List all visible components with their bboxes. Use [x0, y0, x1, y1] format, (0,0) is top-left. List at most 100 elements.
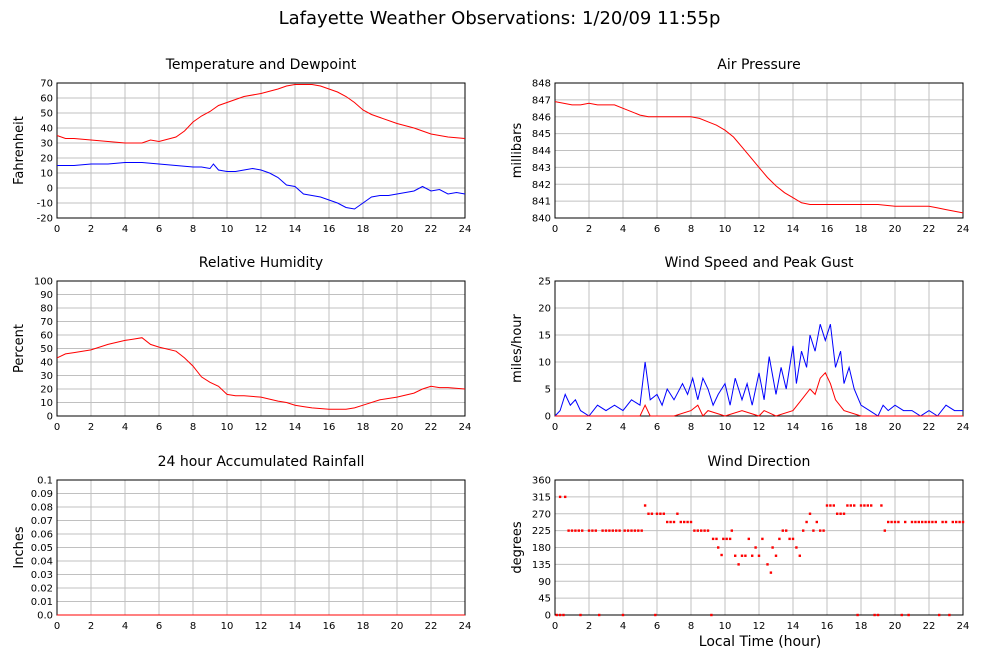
- data-point: [873, 613, 876, 617]
- y-tick-label: 50: [40, 109, 53, 120]
- chart-title: Air Pressure: [717, 57, 800, 73]
- data-point: [853, 504, 856, 507]
- data-point: [579, 613, 582, 617]
- data-point: [856, 613, 859, 617]
- y-tick-label: 70: [40, 79, 53, 90]
- y-tick-label: 0: [545, 611, 551, 622]
- plot-frame: [554, 82, 964, 219]
- y-tick-label: 360: [532, 476, 551, 487]
- y-tick-label: 0.04: [31, 557, 53, 568]
- y-tick-label: 0.0: [37, 611, 53, 622]
- data-point: [689, 520, 693, 524]
- data-point: [805, 520, 808, 524]
- y-tick-label: 70: [40, 317, 53, 328]
- data-point: [615, 529, 618, 532]
- y-tick-label: 846: [532, 112, 551, 123]
- x-tick-label: 12: [255, 224, 268, 235]
- x-tick-label: 8: [190, 621, 196, 632]
- x-tick-label: 6: [156, 621, 162, 632]
- series-line-2: [57, 162, 466, 210]
- data-point: [734, 554, 737, 557]
- y-tick-label: 270: [532, 509, 551, 520]
- y-tick-label: 40: [40, 358, 53, 369]
- data-point: [604, 529, 608, 532]
- x-tick-label: 10: [719, 422, 732, 433]
- plot-frame: [56, 280, 466, 417]
- y-tick-label: 841: [532, 197, 551, 208]
- data-point: [890, 520, 893, 524]
- x-tick-label: 22: [425, 224, 438, 235]
- chart-title: 24 hour Accumulated Rainfall: [158, 454, 365, 470]
- y-axis-label: Fahrenheit: [12, 116, 27, 185]
- y-tick-label: 842: [532, 180, 551, 191]
- data-point: [647, 512, 650, 515]
- data-point: [608, 529, 611, 532]
- data-point: [761, 537, 764, 541]
- data-point: [842, 512, 846, 515]
- x-tick-label: 24: [459, 621, 472, 632]
- series-line-1: [56, 337, 466, 410]
- x-tick-label: 12: [753, 422, 766, 433]
- data-point: [717, 546, 720, 549]
- data-point: [859, 504, 863, 507]
- data-point: [766, 563, 769, 566]
- x-tick-label: 22: [923, 621, 936, 632]
- data-point: [662, 512, 665, 515]
- x-tick-label: 2: [88, 422, 94, 433]
- y-tick-label: 45: [538, 594, 551, 605]
- data-point: [769, 571, 773, 574]
- x-tick-label: 0: [54, 224, 60, 235]
- data-point: [747, 537, 750, 541]
- data-point: [650, 512, 654, 515]
- data-point: [924, 520, 927, 524]
- data-point: [815, 520, 818, 524]
- data-point: [594, 529, 597, 532]
- x-tick-label: 16: [821, 224, 834, 235]
- data-point: [907, 613, 910, 617]
- chart-title: Relative Humidity: [199, 255, 323, 271]
- data-point: [715, 537, 718, 541]
- x-tick-label: 6: [156, 224, 162, 235]
- x-tick-label: 24: [459, 422, 472, 433]
- y-tick-label: 100: [34, 277, 53, 288]
- x-tick-label: 18: [357, 224, 370, 235]
- data-point: [883, 529, 886, 532]
- data-point: [633, 529, 637, 532]
- y-tick-label: 10: [40, 398, 53, 409]
- series-line-1: [56, 84, 466, 144]
- y-tick-label: 0.07: [31, 516, 53, 527]
- data-point: [798, 554, 801, 557]
- y-tick-label: 847: [532, 95, 551, 106]
- data-point: [958, 520, 961, 524]
- x-tick-label: 4: [620, 621, 626, 632]
- x-tick-label: 18: [357, 422, 370, 433]
- data-point: [611, 529, 614, 532]
- data-point: [832, 504, 835, 507]
- x-tick-label: 12: [255, 422, 268, 433]
- data-point: [555, 613, 558, 617]
- data-point: [703, 529, 706, 532]
- x-tick-label: 8: [688, 224, 694, 235]
- x-tick-label: 22: [923, 422, 936, 433]
- y-tick-label: 15: [538, 331, 551, 342]
- data-point: [829, 504, 832, 507]
- data-point: [917, 520, 920, 524]
- x-tick-label: 18: [357, 621, 370, 632]
- x-tick-label: 14: [289, 621, 302, 632]
- data-point: [740, 554, 744, 557]
- y-tick-label: 0.09: [31, 489, 53, 500]
- x-tick-label: 20: [391, 224, 404, 235]
- x-tick-label: 24: [957, 621, 970, 632]
- y-axis-label: degrees: [510, 521, 525, 574]
- data-point: [904, 520, 907, 524]
- data-point: [944, 520, 948, 524]
- y-tick-label: 60: [40, 331, 53, 342]
- x-tick-label: 0: [54, 422, 60, 433]
- y-tick-label: 0.01: [31, 597, 53, 608]
- y-axis-label: Percent: [12, 324, 27, 373]
- data-point: [706, 529, 710, 532]
- data-point: [897, 520, 900, 524]
- y-tick-label: 844: [532, 146, 551, 157]
- x-tick-label: 16: [323, 422, 336, 433]
